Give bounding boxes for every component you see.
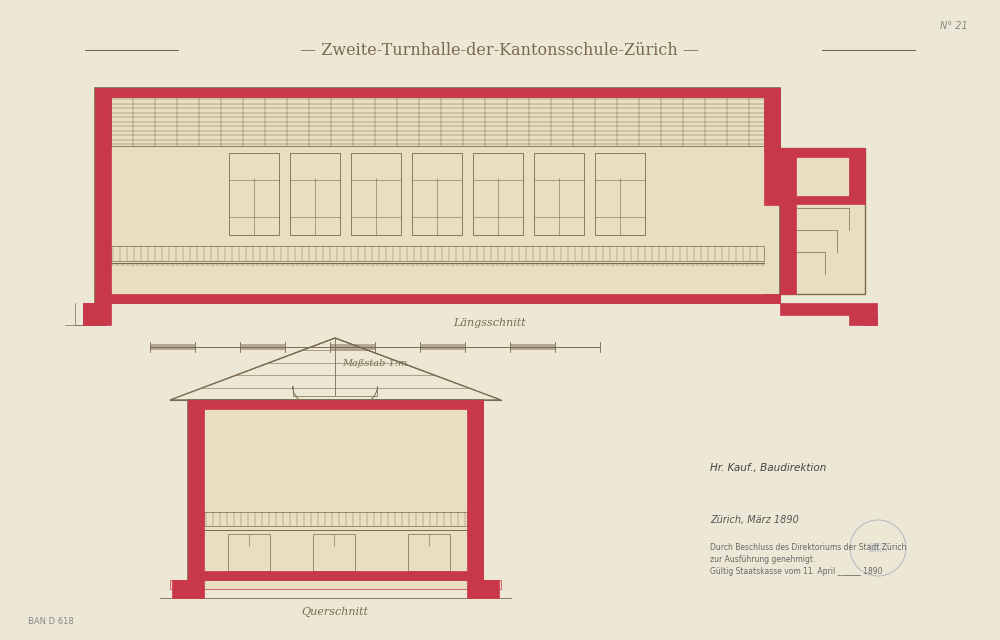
- Text: Längsschnitt: Längsschnitt: [454, 318, 526, 328]
- Bar: [111, 246, 764, 261]
- Bar: [170, 580, 501, 589]
- Text: Querschnitt: Querschnitt: [302, 607, 368, 617]
- Bar: [764, 294, 780, 303]
- Bar: [290, 153, 340, 235]
- Bar: [420, 344, 465, 350]
- Text: — Zweite-Turnhalle-der-Kantonsschule-Zürich —: — Zweite-Turnhalle-der-Kantonsschule-Zür…: [300, 42, 700, 58]
- Bar: [849, 315, 877, 325]
- Bar: [849, 148, 865, 196]
- Bar: [865, 303, 877, 325]
- Bar: [95, 88, 780, 303]
- Bar: [95, 88, 111, 303]
- Bar: [172, 580, 204, 598]
- Bar: [467, 400, 483, 580]
- Text: Maßstab 1:m: Maßstab 1:m: [342, 358, 408, 367]
- Bar: [204, 512, 467, 526]
- Bar: [313, 534, 355, 571]
- Bar: [780, 303, 865, 315]
- Text: BAN D 618: BAN D 618: [28, 618, 74, 627]
- Text: KANTON
ZÜRICH: KANTON ZÜRICH: [868, 543, 888, 554]
- Bar: [764, 88, 780, 205]
- Bar: [240, 344, 285, 350]
- Bar: [780, 148, 865, 157]
- Bar: [780, 196, 865, 204]
- Bar: [188, 571, 483, 580]
- Bar: [188, 400, 204, 580]
- Bar: [473, 153, 523, 235]
- Text: N° 21: N° 21: [940, 21, 968, 31]
- Text: Zürich, März 1890: Zürich, März 1890: [710, 515, 799, 525]
- Bar: [595, 153, 645, 235]
- Bar: [188, 400, 483, 580]
- Bar: [534, 153, 584, 235]
- Bar: [408, 534, 450, 571]
- Bar: [780, 148, 865, 294]
- Bar: [467, 580, 499, 598]
- Bar: [330, 344, 375, 350]
- Text: Gültig Staatskasse vom 11. April ______ 1890: Gültig Staatskasse vom 11. April ______ …: [710, 568, 883, 577]
- Bar: [412, 153, 462, 235]
- Bar: [150, 344, 195, 350]
- Bar: [188, 400, 483, 409]
- Bar: [351, 153, 401, 235]
- Bar: [95, 294, 780, 303]
- Text: Durch Beschluss des Direktoriums der Stadt Zürich: Durch Beschluss des Direktoriums der Sta…: [710, 543, 906, 552]
- Bar: [95, 88, 780, 97]
- Text: zur Ausführung genehmigt.: zur Ausführung genehmigt.: [710, 556, 815, 564]
- Bar: [780, 148, 796, 294]
- Bar: [83, 303, 95, 325]
- Text: Hr. Kauf., Baudirektion: Hr. Kauf., Baudirektion: [710, 463, 826, 473]
- Bar: [111, 97, 764, 146]
- Bar: [228, 534, 270, 571]
- Bar: [510, 344, 555, 350]
- Bar: [229, 153, 279, 235]
- Bar: [83, 303, 111, 325]
